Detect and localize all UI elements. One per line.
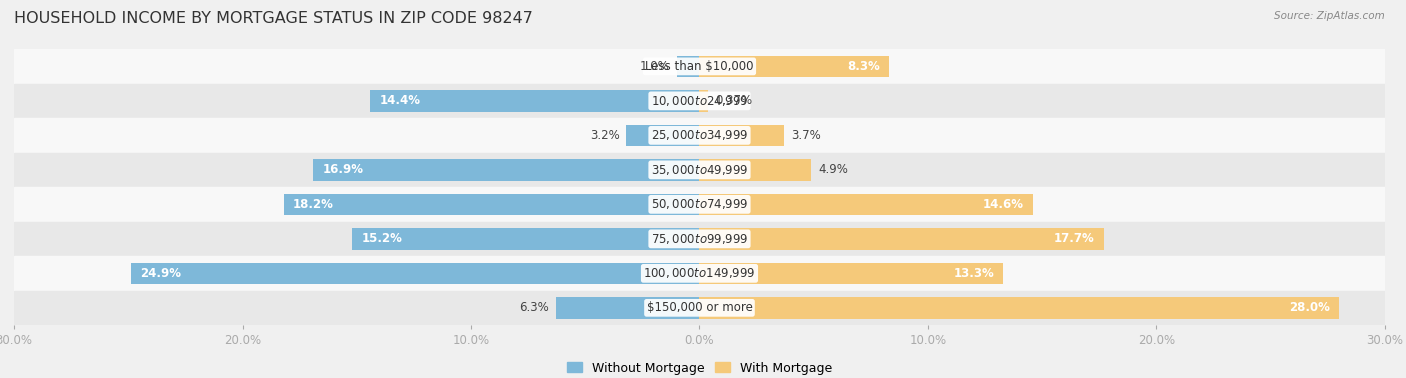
Text: 13.3%: 13.3% bbox=[953, 267, 994, 280]
Bar bbox=[370, 90, 700, 112]
Text: $150,000 or more: $150,000 or more bbox=[647, 301, 752, 314]
Text: 0.37%: 0.37% bbox=[714, 94, 752, 107]
Text: 15.2%: 15.2% bbox=[361, 232, 402, 245]
Bar bbox=[14, 291, 1385, 325]
Bar bbox=[14, 49, 1385, 84]
Text: 16.9%: 16.9% bbox=[322, 163, 364, 177]
Bar bbox=[700, 194, 1033, 215]
Bar bbox=[131, 263, 700, 284]
Text: HOUSEHOLD INCOME BY MORTGAGE STATUS IN ZIP CODE 98247: HOUSEHOLD INCOME BY MORTGAGE STATUS IN Z… bbox=[14, 11, 533, 26]
Bar bbox=[14, 187, 1385, 222]
Text: 3.7%: 3.7% bbox=[790, 129, 821, 142]
Text: Less than $10,000: Less than $10,000 bbox=[645, 60, 754, 73]
Bar bbox=[700, 90, 709, 112]
Text: 24.9%: 24.9% bbox=[139, 267, 181, 280]
Text: 4.9%: 4.9% bbox=[818, 163, 848, 177]
Text: Source: ZipAtlas.com: Source: ZipAtlas.com bbox=[1274, 11, 1385, 21]
Bar bbox=[555, 297, 700, 319]
Text: 3.2%: 3.2% bbox=[589, 129, 620, 142]
Legend: Without Mortgage, With Mortgage: Without Mortgage, With Mortgage bbox=[562, 356, 837, 378]
Text: 1.0%: 1.0% bbox=[640, 60, 669, 73]
Bar bbox=[14, 84, 1385, 118]
Bar bbox=[14, 153, 1385, 187]
Bar bbox=[700, 263, 1004, 284]
Text: $25,000 to $34,999: $25,000 to $34,999 bbox=[651, 129, 748, 143]
Bar bbox=[676, 56, 700, 77]
Bar bbox=[700, 125, 785, 146]
Text: $50,000 to $74,999: $50,000 to $74,999 bbox=[651, 197, 748, 211]
Text: $10,000 to $24,999: $10,000 to $24,999 bbox=[651, 94, 748, 108]
Text: 28.0%: 28.0% bbox=[1289, 301, 1330, 314]
Text: 18.2%: 18.2% bbox=[292, 198, 333, 211]
Text: $35,000 to $49,999: $35,000 to $49,999 bbox=[651, 163, 748, 177]
Bar bbox=[700, 228, 1104, 249]
Text: 8.3%: 8.3% bbox=[848, 60, 880, 73]
Bar bbox=[700, 159, 811, 181]
Bar bbox=[14, 256, 1385, 291]
Bar bbox=[700, 56, 889, 77]
Bar bbox=[284, 194, 700, 215]
Bar bbox=[700, 297, 1340, 319]
Text: 14.6%: 14.6% bbox=[983, 198, 1024, 211]
Text: 17.7%: 17.7% bbox=[1054, 232, 1095, 245]
Text: $75,000 to $99,999: $75,000 to $99,999 bbox=[651, 232, 748, 246]
Text: 6.3%: 6.3% bbox=[519, 301, 548, 314]
Bar bbox=[14, 222, 1385, 256]
Bar bbox=[627, 125, 700, 146]
Text: $100,000 to $149,999: $100,000 to $149,999 bbox=[644, 266, 755, 280]
Bar bbox=[314, 159, 700, 181]
Bar bbox=[352, 228, 700, 249]
Text: 14.4%: 14.4% bbox=[380, 94, 420, 107]
Bar bbox=[14, 118, 1385, 153]
